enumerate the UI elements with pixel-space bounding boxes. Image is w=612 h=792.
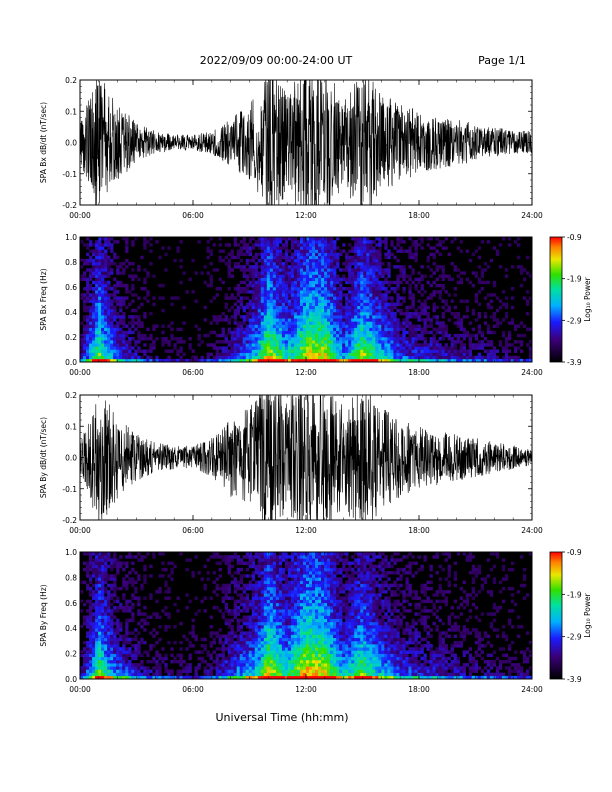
y-tick-label: 0.6 <box>65 283 77 292</box>
y-axis-title: SPA Bx Freq (Hz) <box>39 268 48 330</box>
x-tick-label: 06:00 <box>182 685 204 694</box>
y-tick-label: 0.1 <box>65 107 77 116</box>
spectrogram-cells <box>80 237 532 362</box>
panels: 0.20.10.0-0.1-0.200:00 06:00 12:00 18:00 24:… <box>39 76 592 694</box>
y-tick-label: -0.2 <box>62 516 77 525</box>
panel-4: -0.9 -1.9 -2.9 -3.9 Log₁₀ Power 1.0 0.8 0.6 0.4 0… <box>39 548 592 694</box>
x-tick-label: 12:00 <box>295 211 317 220</box>
y-tick-label: 0.8 <box>65 573 77 582</box>
y-axis-title: SPA Bx dB/dt (nT/sec) <box>39 102 48 183</box>
colorbar-tick-label: -1.9 <box>567 590 582 599</box>
x-tick-label: 06:00 <box>182 211 204 220</box>
x-tick-label: 24:00 <box>521 526 543 535</box>
colorbar: -0.9 -1.9 -2.9 -3.9 Log₁₀ Power <box>549 233 592 367</box>
y-tick-label: 0.2 <box>65 76 77 85</box>
x-tick-label: 18:00 <box>408 685 430 694</box>
x-tick-label: 24:00 <box>521 685 543 694</box>
colorbar-label: Log₁₀ Power <box>583 276 592 321</box>
y-tick-label: 0.1 <box>65 422 77 431</box>
x-tick-label: 06:00 <box>182 526 204 535</box>
waveform-trace <box>80 80 532 205</box>
colorbar-tick-label: -3.9 <box>567 358 582 367</box>
panel-3: 0.2 0.1 0.0 -0.1 -0.200:00 06:00 12:00 18:00 24:… <box>39 391 543 535</box>
y-tick-label: 0.0 <box>65 454 77 463</box>
x-tick-label: 18:00 <box>408 211 430 220</box>
x-tick-label: 18:00 <box>408 368 430 377</box>
x-tick-label: 12:00 <box>295 368 317 377</box>
y-tick-label: 0.2 <box>65 391 77 400</box>
y-tick-label: 1.0 <box>65 233 77 242</box>
colorbar: -0.9 -1.9 -2.9 -3.9 Log₁₀ Power <box>549 548 592 684</box>
waveform-trace <box>80 395 532 520</box>
x-tick-label: 24:00 <box>521 368 543 377</box>
page-title: 2022/09/09 00:00-24:00 UT <box>200 54 353 67</box>
y-tick-label: -0.2 <box>62 201 77 210</box>
y-tick-label: 1.0 <box>65 548 77 557</box>
y-tick-label: 0.8 <box>65 258 77 267</box>
x-tick-label: 12:00 <box>295 526 317 535</box>
y-axis-title: SPA By Freq (Hz) <box>39 584 48 646</box>
colorbar-tick-label: -0.9 <box>567 233 582 242</box>
x-tick-label: 06:00 <box>182 368 204 377</box>
y-tick-label: 0.6 <box>65 599 77 608</box>
x-tick-label: 24:00 <box>521 211 543 220</box>
y-tick-label: 0.4 <box>65 308 77 317</box>
panel-1: 0.2 0.1 0.0 -0.1 -0.200:00 06:00 12:00 18:00 24:… <box>39 76 543 220</box>
x-tick-label: 00:00 <box>69 211 91 220</box>
colorbar-gradient <box>549 236 563 363</box>
y-tick-label: 0.0 <box>65 358 77 367</box>
x-tick-label: 12:00 <box>295 685 317 694</box>
x-tick-label: 18:00 <box>408 526 430 535</box>
colorbar-tick-label: -2.9 <box>567 633 582 642</box>
x-tick-label: 00:00 <box>69 685 91 694</box>
y-tick-label: 0.0 <box>65 139 77 148</box>
x-axis-title: Universal Time (hh:mm) <box>216 711 349 724</box>
x-tick-label: 00:00 <box>69 526 91 535</box>
colorbar-tick-label: -2.9 <box>567 316 582 325</box>
y-axis-title: SPA By dB/dt (nT/sec) <box>39 417 48 498</box>
y-tick-label: -0.1 <box>62 170 77 179</box>
y-tick-label: 0.0 <box>65 675 77 684</box>
colorbar-gradient <box>549 551 563 680</box>
y-tick-label: -0.1 <box>62 485 77 494</box>
colorbar-label: Log₁₀ Power <box>583 592 592 637</box>
y-tick-label: 0.2 <box>65 650 77 659</box>
spectrogram-cells <box>80 552 532 679</box>
page-number: Page 1/1 <box>478 54 526 67</box>
x-tick-label: 00:00 <box>69 368 91 377</box>
y-tick-label: 0.4 <box>65 624 77 633</box>
colorbar-tick-label: -3.9 <box>567 675 582 684</box>
colorbar-tick-label: -1.9 <box>567 275 582 284</box>
panel-2: -0.9 -1.9 -2.9 -3.9 Log₁₀ Power 1.0 0.8 0.6 0.4 0… <box>39 233 592 377</box>
y-tick-label: 0.2 <box>65 333 77 342</box>
colorbar-tick-label: -0.9 <box>567 548 582 557</box>
